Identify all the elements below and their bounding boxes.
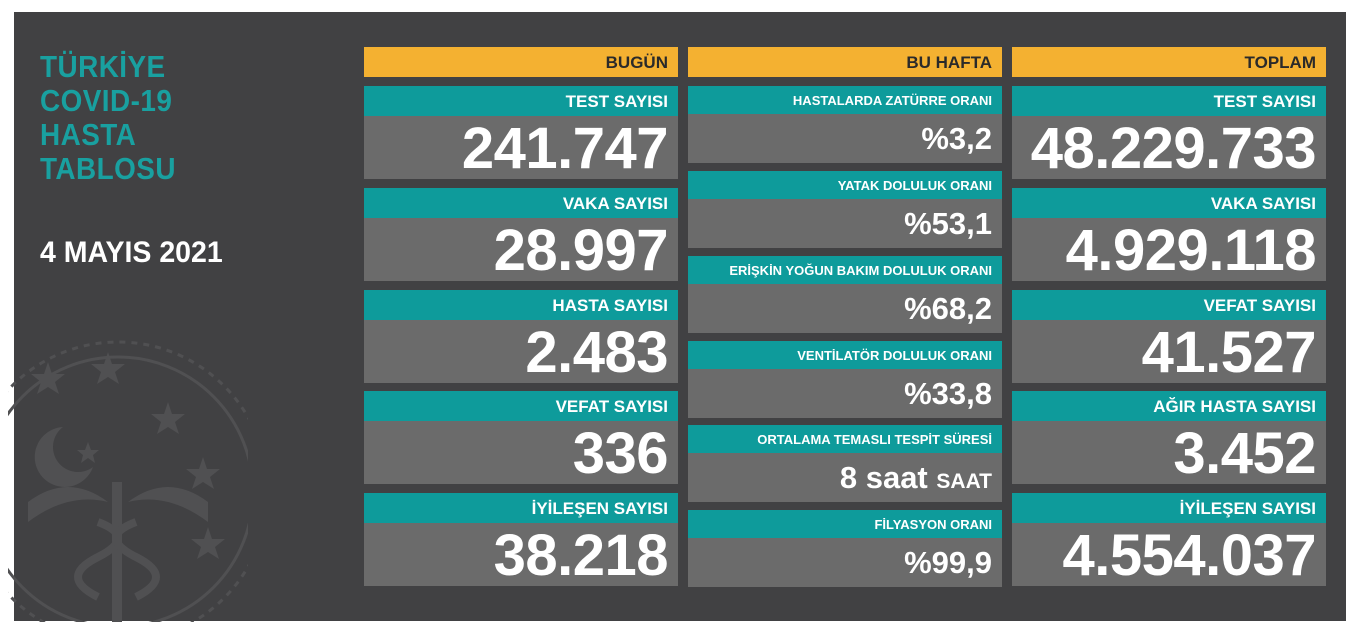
total-recovered-value: 4.554.037 (1012, 523, 1326, 588)
today-death-value: 336 (364, 421, 678, 486)
today-case-value: 28.997 (364, 218, 678, 283)
total-severe-value: 3.452 (1012, 421, 1326, 486)
total-recovered-label: İYİLEŞEN SAYISI (1012, 493, 1326, 523)
week-pneumonia-card: HASTALARDA ZATÜRRE ORANI %3,2 (688, 86, 1002, 163)
title-line: TABLOSU (40, 151, 176, 186)
total-test-value: 48.229.733 (1012, 116, 1326, 181)
today-case-card: VAKA SAYISI 28.997 (364, 188, 678, 283)
week-filiation-label: FİLYASYON ORANI (688, 510, 1002, 538)
week-bed-card: YATAK DOLULUK ORANI %53,1 (688, 171, 1002, 248)
total-header: TOPLAM (1012, 47, 1326, 77)
report-date: 4 MAYIS 2021 (40, 236, 223, 269)
today-test-label: TEST SAYISI (364, 86, 678, 116)
total-test-label: TEST SAYISI (1012, 86, 1326, 116)
today-death-label: VEFAT SAYISI (364, 391, 678, 421)
week-contact-value: 8 saat SAAT (688, 453, 1002, 502)
total-severe-card: AĞIR HASTA SAYISI 3.452 (1012, 391, 1326, 486)
title-line: COVID-19 (40, 83, 173, 118)
today-header: BUGÜN (364, 47, 678, 77)
week-pneumonia-label: HASTALARDA ZATÜRRE ORANI (688, 86, 1002, 114)
week-icu-value: %68,2 (688, 284, 1002, 333)
week-contact-label: ORTALAMA TEMASLI TESPİT SÜRESİ (688, 425, 1002, 453)
week-contact-card: ORTALAMA TEMASLI TESPİT SÜRESİ 8 saat SA… (688, 425, 1002, 502)
today-recovered-value: 38.218 (364, 523, 678, 588)
today-death-card: VEFAT SAYISI 336 (364, 391, 678, 486)
week-header: BU HAFTA (688, 47, 1002, 77)
week-bed-label: YATAK DOLULUK ORANI (688, 171, 1002, 199)
today-patient-value: 2.483 (364, 320, 678, 385)
today-test-value: 241.747 (364, 116, 678, 181)
total-test-card: TEST SAYISI 48.229.733 (1012, 86, 1326, 181)
contact-unit: SAAT (936, 470, 992, 493)
contact-duration: 8 saat (839, 460, 928, 495)
week-ventilator-card: VENTİLATÖR DOLULUK ORANI %33,8 (688, 341, 1002, 418)
week-ventilator-label: VENTİLATÖR DOLULUK ORANI (688, 341, 1002, 369)
page-title: TÜRKİYE COVID-19 HASTA TABLOSU (40, 50, 176, 186)
today-test-card: TEST SAYISI 241.747 (364, 86, 678, 181)
week-ventilator-value: %33,8 (688, 369, 1002, 418)
week-pneumonia-value: %3,2 (688, 114, 1002, 163)
week-bed-value: %53,1 (688, 199, 1002, 248)
week-filiation-card: FİLYASYON ORANI %99,9 (688, 510, 1002, 587)
total-death-value: 41.527 (1012, 320, 1326, 385)
total-severe-label: AĞIR HASTA SAYISI (1012, 391, 1326, 421)
today-case-label: VAKA SAYISI (364, 188, 678, 218)
today-patient-label: HASTA SAYISI (364, 290, 678, 320)
week-filiation-value: %99,9 (688, 538, 1002, 587)
total-death-card: VEFAT SAYISI 41.527 (1012, 290, 1326, 385)
week-icu-label: ERİŞKİN YOĞUN BAKIM DOLULUK ORANI (688, 256, 1002, 284)
total-case-value: 4.929.118 (1012, 218, 1326, 283)
total-case-card: VAKA SAYISI 4.929.118 (1012, 188, 1326, 283)
title-line: TÜRKİYE (40, 49, 166, 84)
week-icu-card: ERİŞKİN YOĞUN BAKIM DOLULUK ORANI %68,2 (688, 256, 1002, 333)
total-case-label: VAKA SAYISI (1012, 188, 1326, 218)
today-recovered-card: İYİLEŞEN SAYISI 38.218 (364, 493, 678, 588)
total-recovered-card: İYİLEŞEN SAYISI 4.554.037 (1012, 493, 1326, 588)
today-patient-card: HASTA SAYISI 2.483 (364, 290, 678, 385)
title-line: HASTA (40, 117, 137, 152)
ministry-of-health-emblem-icon (8, 340, 248, 622)
today-recovered-label: İYİLEŞEN SAYISI (364, 493, 678, 523)
total-death-label: VEFAT SAYISI (1012, 290, 1326, 320)
